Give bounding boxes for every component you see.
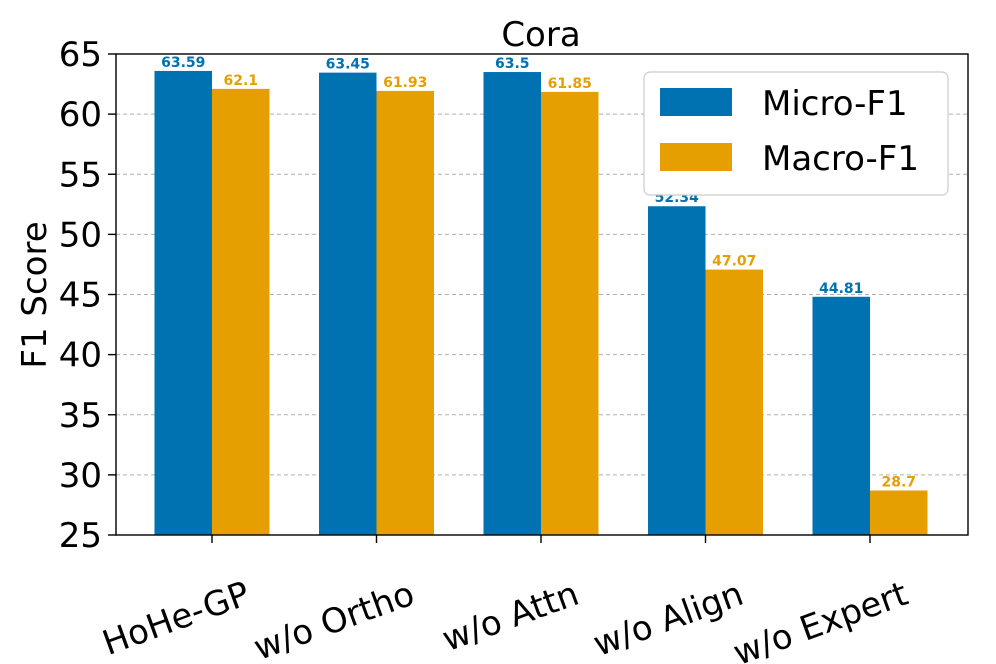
y-tick-label-30: 30 <box>59 456 102 496</box>
x-tick-label-3: w/o Align <box>588 574 748 664</box>
y-tick-label-40: 40 <box>59 336 102 376</box>
bar-label-micro-f1-4: 44.81 <box>819 281 863 297</box>
bar-label-macro-f1-4: 28.7 <box>881 475 916 491</box>
bar-macro-f1-0 <box>212 88 270 535</box>
legend-swatch-micro-f1 <box>660 88 732 116</box>
y-tick-label-25: 25 <box>59 516 102 556</box>
x-tick-label-2: w/o Attn <box>437 574 584 660</box>
x-tick-label-4: w/o Expert <box>728 574 913 664</box>
bar-micro-f1-2 <box>483 72 541 535</box>
bar-label-macro-f1-3: 47.07 <box>712 254 756 270</box>
legend-swatch-macro-f1 <box>660 143 732 171</box>
x-tick-label-1: w/o Ortho <box>249 574 420 664</box>
bar-macro-f1-1 <box>376 90 434 535</box>
y-tick-label-65: 65 <box>59 35 102 75</box>
y-axis-label: F1 Score <box>15 221 55 368</box>
bar-label-micro-f1-0: 63.59 <box>161 55 205 71</box>
bar-micro-f1-4 <box>812 296 870 535</box>
bar-micro-f1-1 <box>319 72 377 536</box>
bar-label-micro-f1-1: 63.45 <box>326 57 370 73</box>
y-axis-ticks: 25 30 35 40 45 50 55 60 65 <box>59 35 116 556</box>
bar-label-macro-f1-2: 61.85 <box>548 76 592 92</box>
chart-title: Cora <box>501 15 580 55</box>
y-tick-label-45: 45 <box>59 276 102 316</box>
bar-label-macro-f1-0: 62.1 <box>223 73 258 89</box>
bar-micro-f1-0 <box>154 70 212 535</box>
bars <box>154 70 928 536</box>
bar-macro-f1-4 <box>870 490 928 535</box>
x-tick-label-0: HoHe-GP <box>97 574 255 664</box>
bar-macro-f1-3 <box>705 269 763 535</box>
bar-value-labels: 63.5962.163.4561.9363.561.8552.3447.0744… <box>161 55 916 491</box>
y-tick-label-55: 55 <box>59 155 102 195</box>
y-tick-label-50: 50 <box>59 215 102 255</box>
y-tick-label-35: 35 <box>59 396 102 436</box>
legend-label-micro-f1: Micro-F1 <box>762 84 908 124</box>
bar-micro-f1-3 <box>648 206 706 535</box>
y-tick-label-60: 60 <box>59 95 102 135</box>
legend: Micro-F1 Macro-F1 <box>643 71 949 196</box>
bar-label-macro-f1-1: 61.93 <box>383 75 427 91</box>
legend-label-macro-f1: Macro-F1 <box>762 139 919 179</box>
bar-label-micro-f1-2: 63.5 <box>495 56 530 72</box>
bar-macro-f1-2 <box>541 91 599 535</box>
